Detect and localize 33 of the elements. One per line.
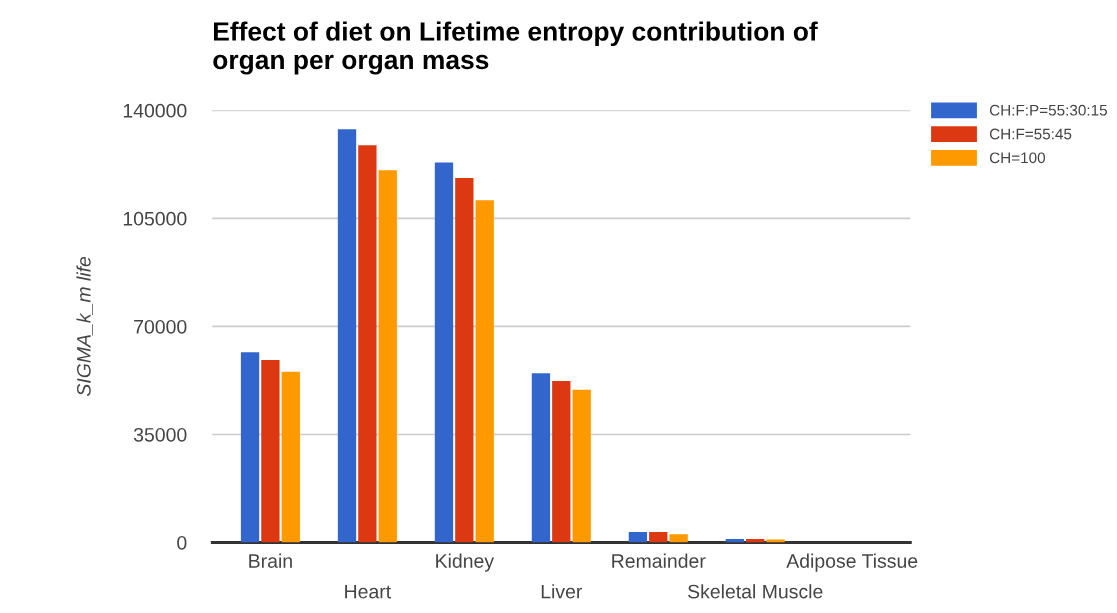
x-tick-label: Skeletal Muscle [688, 584, 823, 599]
x-tick-label: Brain [249, 553, 292, 568]
legend-label: CH=100 [989, 152, 1046, 164]
bar [455, 177, 474, 543]
chart-title: Effect of diet on Lifetime entropy contribution of organ per organ mass [213, 21, 818, 75]
y-tick-label: 35000 [133, 427, 187, 442]
bar [261, 360, 280, 543]
bar [358, 145, 377, 543]
x-tick-label: Remainder [612, 553, 706, 568]
bar [649, 532, 668, 543]
y-tick-label: 0 [177, 535, 187, 550]
bar [552, 381, 571, 543]
bar [628, 532, 648, 543]
y-tick-label: 105000 [123, 211, 187, 226]
bar [337, 129, 357, 543]
legend-label: CH:F=55:45 [989, 128, 1072, 140]
x-tick-label: Kidney [436, 553, 495, 572]
y-axis-title: SIGMA_k_m life [76, 256, 93, 397]
y-tick-label: 70000 [134, 319, 187, 334]
y-tick-label: 140000 [123, 103, 187, 118]
x-tick-label: Adipose Tissue [786, 553, 918, 572]
bar [240, 352, 260, 543]
x-tick-label: Heart [345, 584, 391, 599]
x-tick-label: Liver [541, 584, 583, 599]
bar [281, 371, 300, 543]
legend-label: CH:F:P=55:30:15 [989, 104, 1107, 116]
bar [669, 534, 688, 543]
bar [572, 389, 591, 543]
bar [531, 373, 551, 543]
bar [766, 539, 785, 543]
bar [378, 170, 397, 543]
bar [475, 200, 494, 543]
bar [434, 162, 454, 543]
